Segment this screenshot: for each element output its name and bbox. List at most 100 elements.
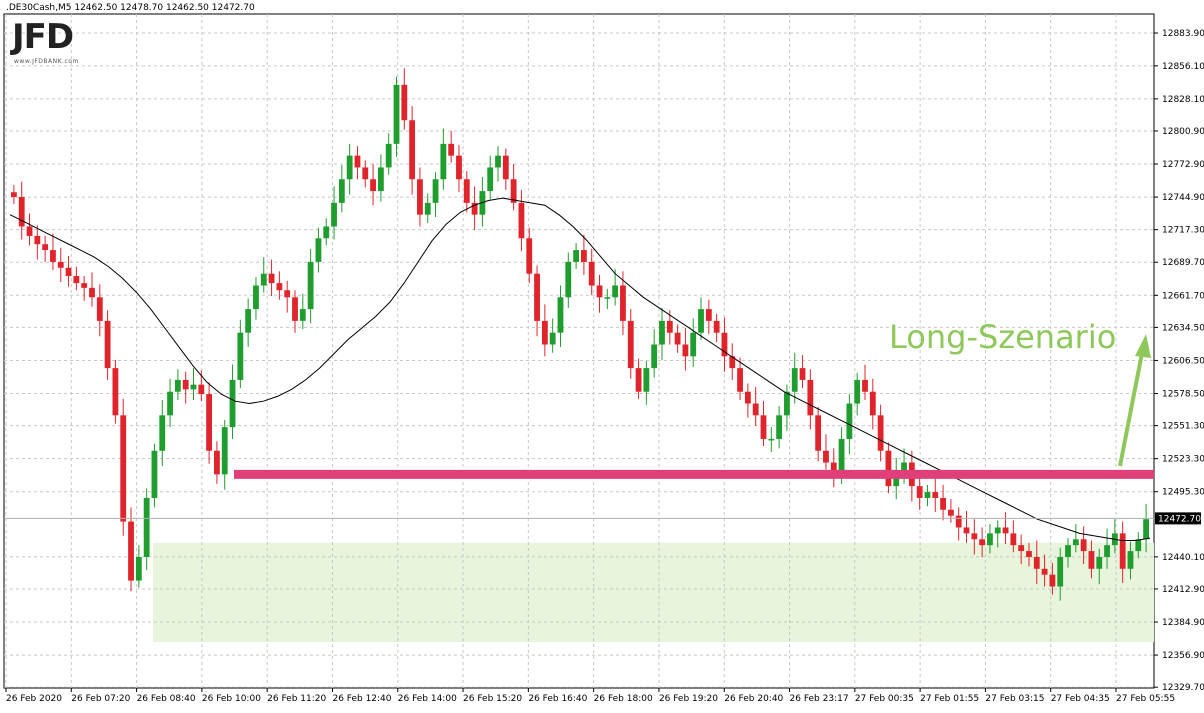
candle-body xyxy=(901,462,907,475)
candle-body xyxy=(34,235,41,245)
candle-body xyxy=(698,309,704,333)
candle-body xyxy=(260,273,267,286)
candle-body xyxy=(198,384,205,395)
x-tick-label: 27 Feb 00:35 xyxy=(855,694,914,704)
candle-body xyxy=(42,244,49,251)
candle-body xyxy=(549,332,556,345)
candle-body xyxy=(57,261,64,268)
candle-body xyxy=(916,486,923,498)
candle-body xyxy=(393,84,400,144)
candle-body xyxy=(518,202,525,239)
y-tick-label: 12828.10 xyxy=(1162,95,1204,105)
candle-body xyxy=(417,179,423,215)
candle-body xyxy=(338,179,345,203)
candle-body xyxy=(89,287,95,298)
x-tick-label: 27 Feb 04:35 xyxy=(1051,694,1110,704)
x-tick-label: 26 Feb 14:00 xyxy=(398,694,457,704)
candle-body xyxy=(721,332,728,357)
candle-body xyxy=(784,391,790,416)
candle-body xyxy=(823,450,829,463)
candle-body xyxy=(206,394,213,451)
candle-body xyxy=(791,368,798,392)
candle-body xyxy=(495,155,501,168)
x-tick-label: 26 Feb 10:00 xyxy=(202,694,261,704)
y-tick-label: 12800.90 xyxy=(1162,127,1204,137)
candle-body xyxy=(401,84,408,121)
candle-body xyxy=(877,415,884,451)
candle-body xyxy=(963,527,970,534)
candle-body xyxy=(81,283,88,288)
candle-body xyxy=(596,285,603,298)
candle-body xyxy=(65,267,72,277)
candle-body xyxy=(463,179,470,203)
candle-body xyxy=(612,285,619,298)
candle-body xyxy=(947,509,954,516)
candle-body xyxy=(1002,527,1009,534)
candle-body xyxy=(276,283,283,291)
candle-body xyxy=(471,202,478,215)
candle-body xyxy=(659,320,665,345)
candle-body xyxy=(18,196,25,227)
candle-body xyxy=(1088,551,1095,569)
scenario-arrow-shaft xyxy=(1118,347,1145,467)
y-tick-label: 12412.90 xyxy=(1162,585,1204,595)
candle-body xyxy=(377,167,384,192)
x-tick-label: 26 Feb 18:00 xyxy=(594,694,653,704)
candle-body xyxy=(167,391,173,416)
candle-body xyxy=(1026,551,1032,557)
y-tick-label: 12440.10 xyxy=(1162,553,1204,563)
candle-body xyxy=(799,368,806,380)
candle-body xyxy=(159,415,166,451)
candle-body xyxy=(331,202,337,227)
candle-body xyxy=(651,344,658,369)
x-tick-label: 26 Feb 23:17 xyxy=(790,694,849,704)
y-tick-label: 12883.90 xyxy=(1162,29,1204,39)
candle-body xyxy=(229,379,236,428)
candle-body xyxy=(760,415,767,439)
candle-body xyxy=(854,379,861,404)
candle-body xyxy=(674,332,681,345)
brand-logo: JFD xyxy=(12,17,74,57)
candle-body xyxy=(690,332,697,357)
candle-body xyxy=(627,320,634,369)
candle-body xyxy=(1143,519,1149,540)
candle-body xyxy=(1041,568,1048,575)
candle-body xyxy=(932,492,939,498)
candle-body xyxy=(893,474,900,487)
y-tick-label: 12578.50 xyxy=(1162,389,1204,399)
demand-zone xyxy=(153,542,1154,642)
current-price-badge xyxy=(1155,512,1201,525)
candle-body xyxy=(768,438,775,441)
y-tick-label: 12634.50 xyxy=(1162,323,1204,333)
x-tick-label: 26 Feb 15:20 xyxy=(463,694,522,704)
y-tick-label: 12329.70 xyxy=(1162,683,1204,693)
x-tick-label: 27 Feb 03:15 xyxy=(985,694,1044,704)
candle-body xyxy=(838,438,845,475)
candle-body xyxy=(362,167,369,180)
candle-body xyxy=(643,368,650,392)
header-symbol: .DE30Cash,M5 xyxy=(6,3,72,13)
candle-body xyxy=(214,450,220,475)
y-tick-label: 12523.30 xyxy=(1162,455,1204,465)
candle-body xyxy=(979,539,986,546)
candle-body xyxy=(424,202,431,215)
candle-body xyxy=(128,521,134,581)
candle-body xyxy=(666,320,673,333)
y-tick-label: 12384.90 xyxy=(1162,618,1204,628)
candle-body xyxy=(120,415,127,522)
candle-body xyxy=(151,450,158,498)
candle-body xyxy=(862,379,868,392)
candle-body xyxy=(541,320,548,345)
candle-body xyxy=(487,167,494,192)
x-tick-label: 26 Feb 20:40 xyxy=(724,694,783,704)
candle-body xyxy=(526,238,533,274)
candle-body xyxy=(307,261,314,310)
y-tick-label: 12856.10 xyxy=(1162,62,1204,72)
candle-body xyxy=(744,391,751,404)
candle-body xyxy=(752,403,759,416)
candle-body xyxy=(682,344,689,357)
candle-body xyxy=(385,143,392,168)
x-tick-label: 26 Feb 08:40 xyxy=(137,694,196,704)
candle-body xyxy=(11,192,17,197)
